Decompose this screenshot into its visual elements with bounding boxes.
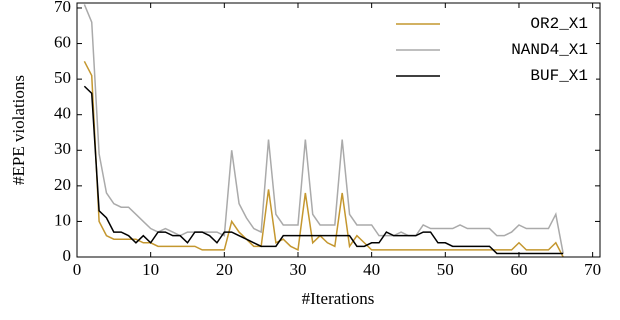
y-axis-label: #EPE violations — [9, 75, 28, 185]
series-line — [83, 60, 564, 258]
series-line — [83, 85, 564, 255]
x-tick-label: 30 — [289, 260, 306, 279]
x-tick-label: 0 — [73, 260, 82, 279]
series-line — [83, 4, 564, 254]
y-tick-label: 70 — [54, 0, 71, 16]
y-tick-label: 20 — [54, 175, 71, 194]
y-tick-label: 60 — [54, 32, 71, 51]
y-tick-label: 10 — [54, 210, 71, 229]
plot-frame — [76, 2, 601, 258]
legend-label: OR2_X1 — [530, 15, 588, 33]
legend-label: NAND4_X1 — [511, 41, 588, 59]
x-tick-label: 20 — [216, 260, 233, 279]
x-axis-label: #Iterations — [302, 289, 375, 308]
x-tick-label: 60 — [510, 260, 527, 279]
legend-label: BUF_X1 — [530, 67, 588, 85]
x-tick-label: 70 — [584, 260, 601, 279]
x-tick-label: 10 — [142, 260, 159, 279]
x-tick-label: 50 — [437, 260, 454, 279]
y-tick-label: 30 — [54, 139, 71, 158]
x-tick-label: 40 — [363, 260, 380, 279]
y-tick-label: 50 — [54, 68, 71, 87]
y-tick-label: 0 — [63, 246, 72, 265]
y-tick-label: 40 — [54, 104, 71, 123]
